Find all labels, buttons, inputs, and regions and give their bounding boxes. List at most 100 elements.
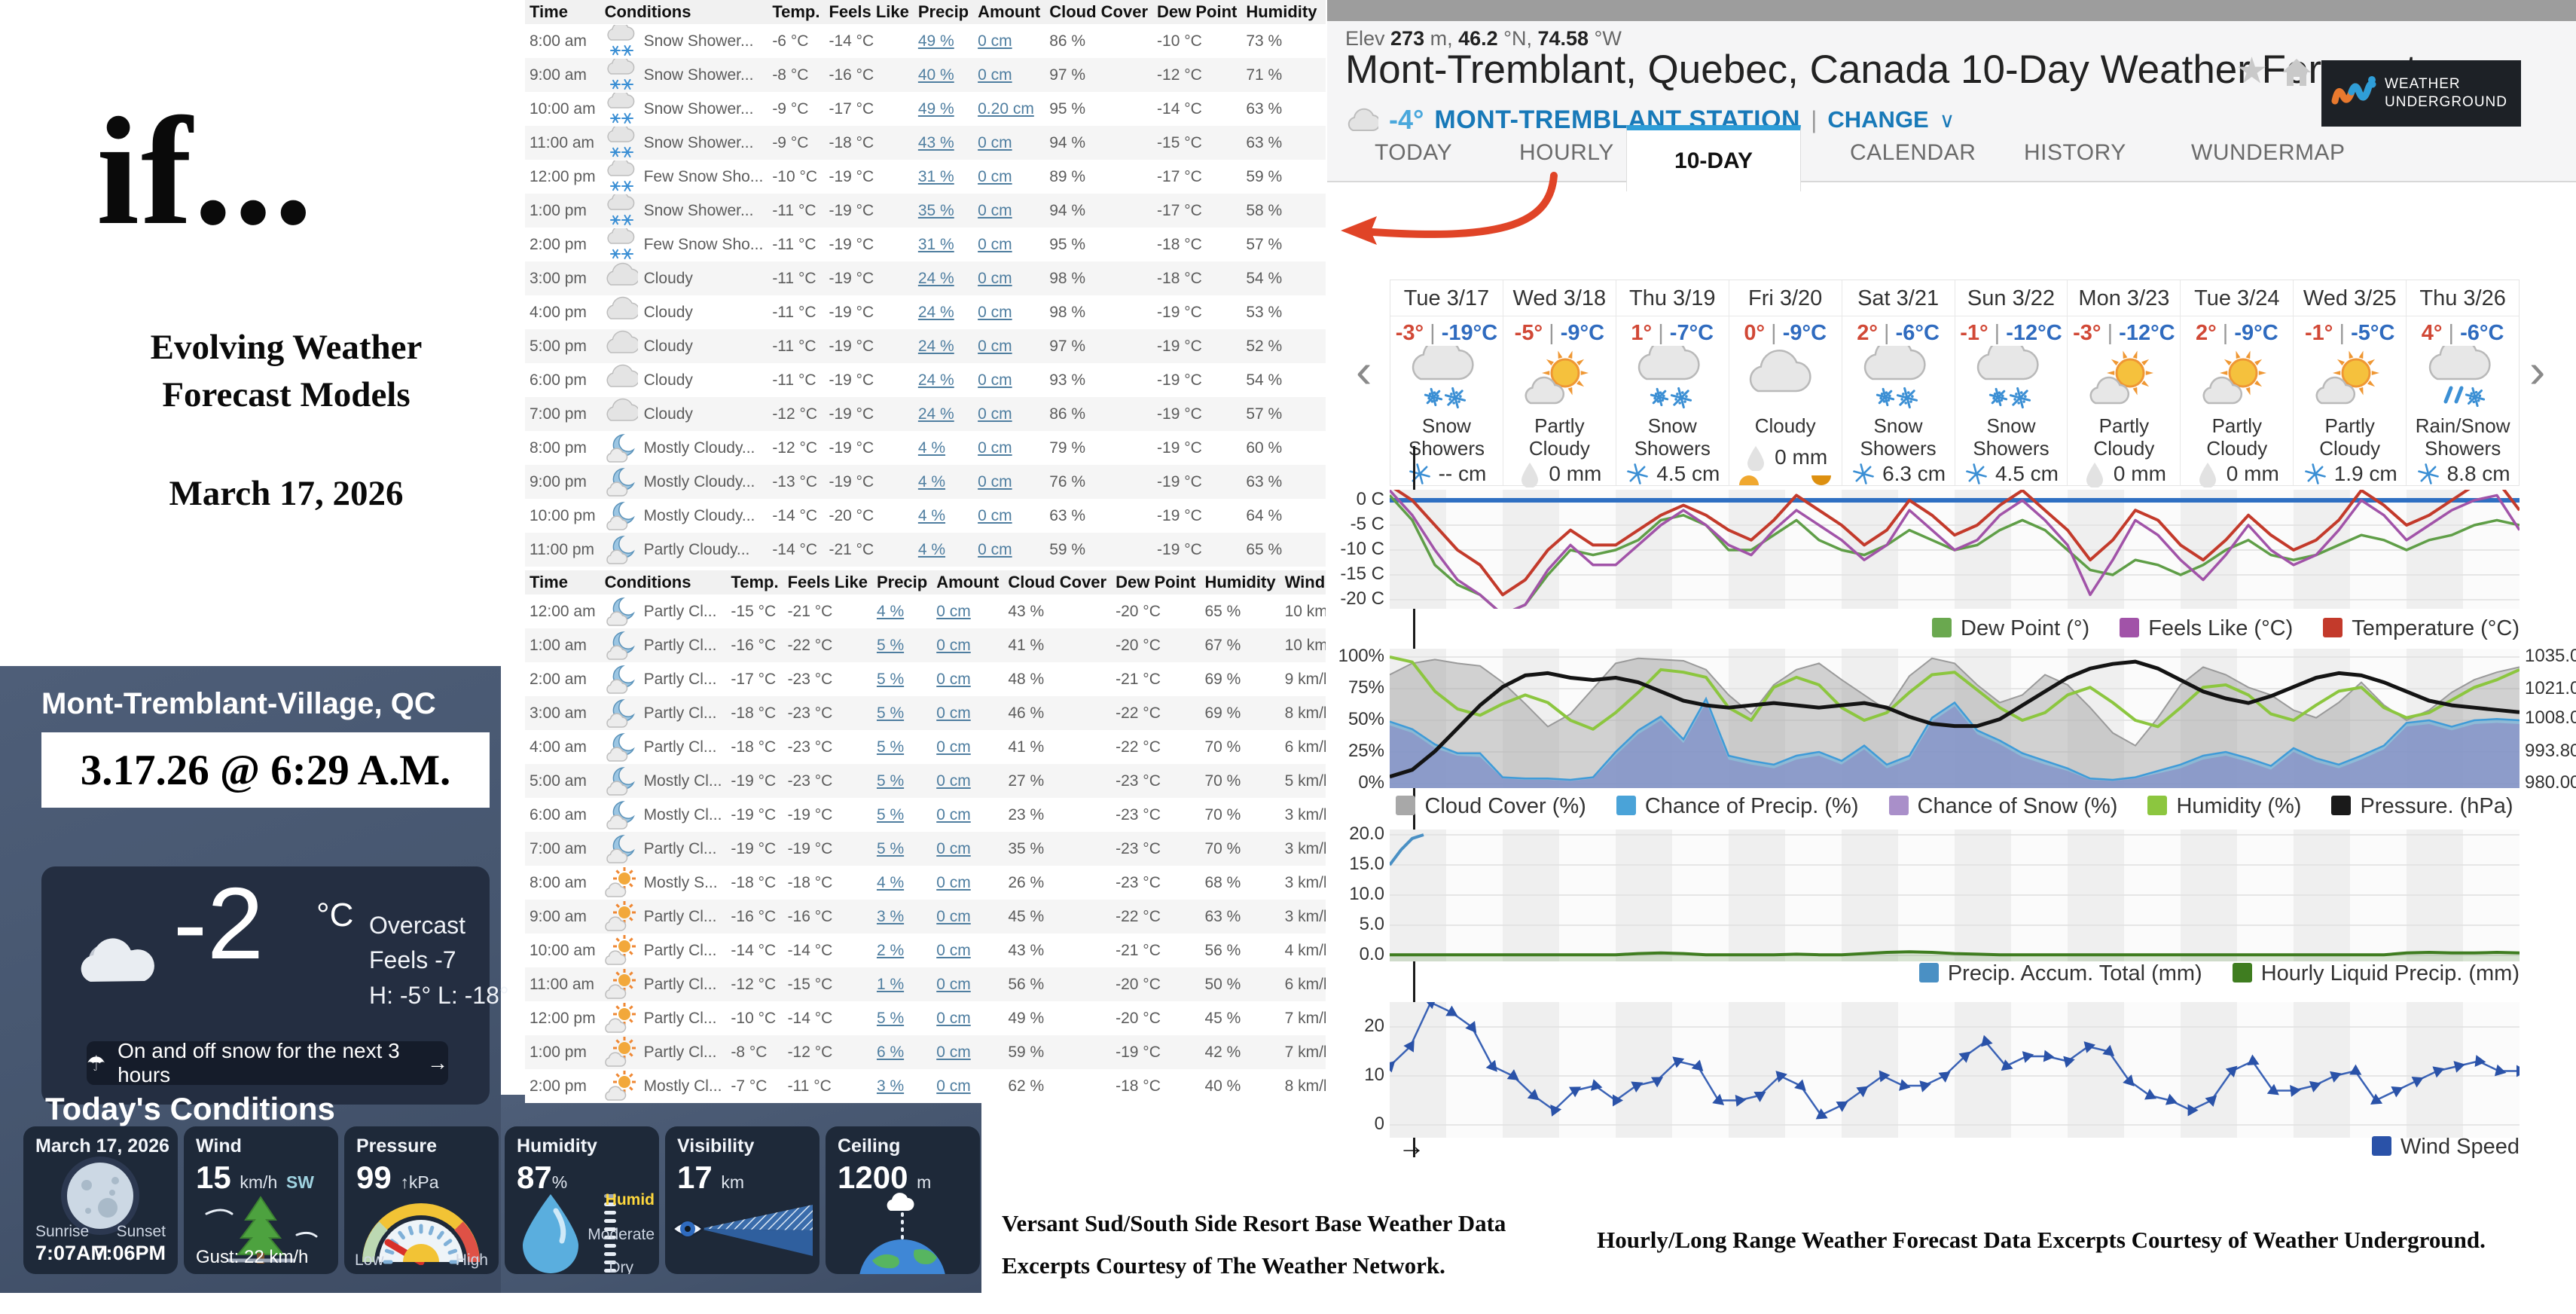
forecast-tile[interactable]: Wed 3/25 -1° | -5°C Partly Cloudy 1.9 cm: [2293, 280, 2407, 502]
precip-link[interactable]: 1 %: [876, 975, 905, 993]
tab-hourly[interactable]: HOURLY: [1519, 140, 1614, 165]
precip-link[interactable]: 43 %: [917, 133, 954, 151]
amount-link[interactable]: 0 cm: [936, 1009, 971, 1027]
twn-alert-button[interactable]: ☂ On and off snow for the next 3 hours →: [87, 1039, 448, 1086]
amount-link[interactable]: 0 cm: [978, 167, 1012, 185]
forecast-tile[interactable]: Sat 3/21 2° | -6°C Snow Showers 6.3 cm: [1841, 280, 1955, 502]
favorite-star-icon[interactable]: ★: [2236, 51, 2269, 91]
precip-link[interactable]: 3 %: [876, 1077, 905, 1095]
table-row: 7:00 am Partly Cl... -19 °C -19 °C 5 % 0 cm 35…: [525, 832, 1326, 866]
chevron-left-icon[interactable]: ‹: [1356, 344, 1372, 398]
precip-link[interactable]: 24 %: [917, 269, 954, 287]
forecast-tile[interactable]: Thu 3/19 1° | -7°C Snow Showers 4.5 cm: [1615, 280, 1729, 502]
amount-link[interactable]: 0 cm: [936, 1077, 971, 1095]
precip-link[interactable]: 4 %: [917, 472, 946, 490]
umbrella-icon: ☂: [87, 1051, 106, 1075]
amount-link[interactable]: 0 cm: [936, 941, 971, 959]
home-icon[interactable]: [2279, 54, 2314, 89]
precip-link[interactable]: 40 %: [917, 66, 954, 84]
station-change-link[interactable]: CHANGE: [1827, 106, 1929, 133]
precip-link[interactable]: 31 %: [917, 235, 954, 253]
precip-link[interactable]: 4 %: [917, 540, 946, 558]
amount-link[interactable]: 0 cm: [936, 907, 971, 925]
precip-link[interactable]: 35 %: [917, 201, 954, 219]
card-title: Pressure: [356, 1135, 438, 1157]
precip-link[interactable]: 5 %: [876, 636, 905, 654]
amount-link[interactable]: 0 cm: [978, 337, 1012, 355]
amount-link[interactable]: 0 cm: [936, 772, 971, 790]
precip-link[interactable]: 4 %: [876, 602, 905, 620]
amount-link[interactable]: 0 cm: [978, 303, 1012, 321]
twn-current-temp: -2: [173, 866, 264, 980]
tile-day-label: Wed 3/18: [1503, 280, 1616, 316]
amount-link[interactable]: 0 cm: [978, 201, 1012, 219]
forecast-tile[interactable]: Tue 3/24 2° | -9°C Partly Cloudy 0 mm: [2180, 280, 2294, 502]
precip-link[interactable]: 5 %: [876, 839, 905, 857]
amount-link[interactable]: 0 cm: [978, 269, 1012, 287]
precip-link[interactable]: 24 %: [917, 337, 954, 355]
legend-swatch-icon: [2323, 618, 2343, 637]
forecast-tile[interactable]: Sun 3/22 -1° | -12°C Snow Showers 4.5 cm: [1954, 280, 2068, 502]
table-row: 5:00 pm Cloudy -11 °C -19 °C 24 % 0 cm 97 % -19…: [525, 329, 1326, 363]
tab-today[interactable]: TODAY: [1375, 140, 1453, 165]
table-row: 12:00 pm Few Snow Sho... -10 °C -19 °C 31 % 0…: [525, 160, 1326, 194]
amount-link[interactable]: 0 cm: [936, 1043, 971, 1061]
amount-link[interactable]: 0 cm: [936, 975, 971, 993]
snowflake-icon: [2304, 463, 2326, 484]
forecast-tile[interactable]: Tue 3/17 -3° | -19°C Snow Showers -- cm: [1390, 280, 1503, 502]
chevron-down-icon[interactable]: ∨: [1939, 108, 1955, 132]
forecast-tile[interactable]: Thu 3/26 4° | -6°C Rain/Snow Showers 8.8 cm: [2406, 280, 2520, 502]
legend-item: Precip. Accum. Total (mm): [1918, 961, 2202, 986]
precip-link[interactable]: 3 %: [876, 907, 905, 925]
amount-link[interactable]: 0 cm: [936, 805, 971, 824]
tab-calendar[interactable]: CALENDAR: [1850, 140, 1976, 165]
amount-link[interactable]: 0 cm: [978, 472, 1012, 490]
amount-link[interactable]: 0 cm: [978, 32, 1012, 50]
column-header: Precip: [913, 0, 974, 24]
amount-link[interactable]: 0 cm: [978, 405, 1012, 423]
precip-link[interactable]: 49 %: [917, 32, 954, 50]
precip-link[interactable]: 5 %: [876, 670, 905, 688]
precip-link[interactable]: 4 %: [917, 506, 946, 524]
amount-link[interactable]: 0 cm: [978, 133, 1012, 151]
amount-link[interactable]: 0 cm: [936, 704, 971, 722]
precip-link[interactable]: 49 %: [917, 99, 954, 118]
amount-link[interactable]: 0 cm: [978, 371, 1012, 389]
precip-link[interactable]: 4 %: [917, 439, 946, 457]
precip-link[interactable]: 4 %: [876, 873, 905, 891]
tile-condition: Rain/Snow Showers: [2415, 414, 2510, 460]
precip-link[interactable]: 6 %: [876, 1043, 905, 1061]
snowflake-icon: [1627, 463, 1649, 484]
forecast-tile[interactable]: Wed 3/18 -5° | -9°C Partly Cloudy 0 mm: [1502, 280, 1616, 502]
amount-link[interactable]: 0.20 cm: [978, 99, 1034, 118]
amount-link[interactable]: 0 cm: [978, 540, 1012, 558]
tab-wundermap[interactable]: WUNDERMAP: [2191, 140, 2346, 165]
amount-link[interactable]: 0 cm: [936, 670, 971, 688]
raindrop-icon: [2086, 462, 2103, 487]
tab-history[interactable]: HISTORY: [2024, 140, 2126, 165]
amount-link[interactable]: 0 cm: [978, 66, 1012, 84]
amount-link[interactable]: 0 cm: [936, 602, 971, 620]
amount-link[interactable]: 0 cm: [936, 873, 971, 891]
amount-link[interactable]: 0 cm: [978, 235, 1012, 253]
amount-link[interactable]: 0 cm: [978, 506, 1012, 524]
precip-link[interactable]: 24 %: [917, 303, 954, 321]
precip-link[interactable]: 5 %: [876, 805, 905, 824]
forecast-tile[interactable]: Fri 3/20 0° | -9°C Cloudy 0 mm: [1728, 280, 1842, 485]
precip-link[interactable]: 31 %: [917, 167, 954, 185]
legend-swatch-icon: [2147, 796, 2168, 815]
precip-link[interactable]: 5 %: [876, 738, 905, 756]
amount-link[interactable]: 0 cm: [936, 738, 971, 756]
precip-link[interactable]: 5 %: [876, 704, 905, 722]
precip-link[interactable]: 5 %: [876, 1009, 905, 1027]
precip-link[interactable]: 24 %: [917, 371, 954, 389]
precip-link[interactable]: 5 %: [876, 772, 905, 790]
amount-link[interactable]: 0 cm: [936, 839, 971, 857]
forecast-tile[interactable]: Mon 3/23 -3° | -12°C Partly Cloudy 0 mm: [2067, 280, 2181, 502]
amount-link[interactable]: 0 cm: [978, 439, 1012, 457]
chevron-right-icon[interactable]: ›: [2529, 344, 2546, 398]
precip-link[interactable]: 24 %: [917, 405, 954, 423]
tab-10-day[interactable]: 10-DAY: [1626, 125, 1801, 191]
amount-link[interactable]: 0 cm: [936, 636, 971, 654]
precip-link[interactable]: 2 %: [876, 941, 905, 959]
